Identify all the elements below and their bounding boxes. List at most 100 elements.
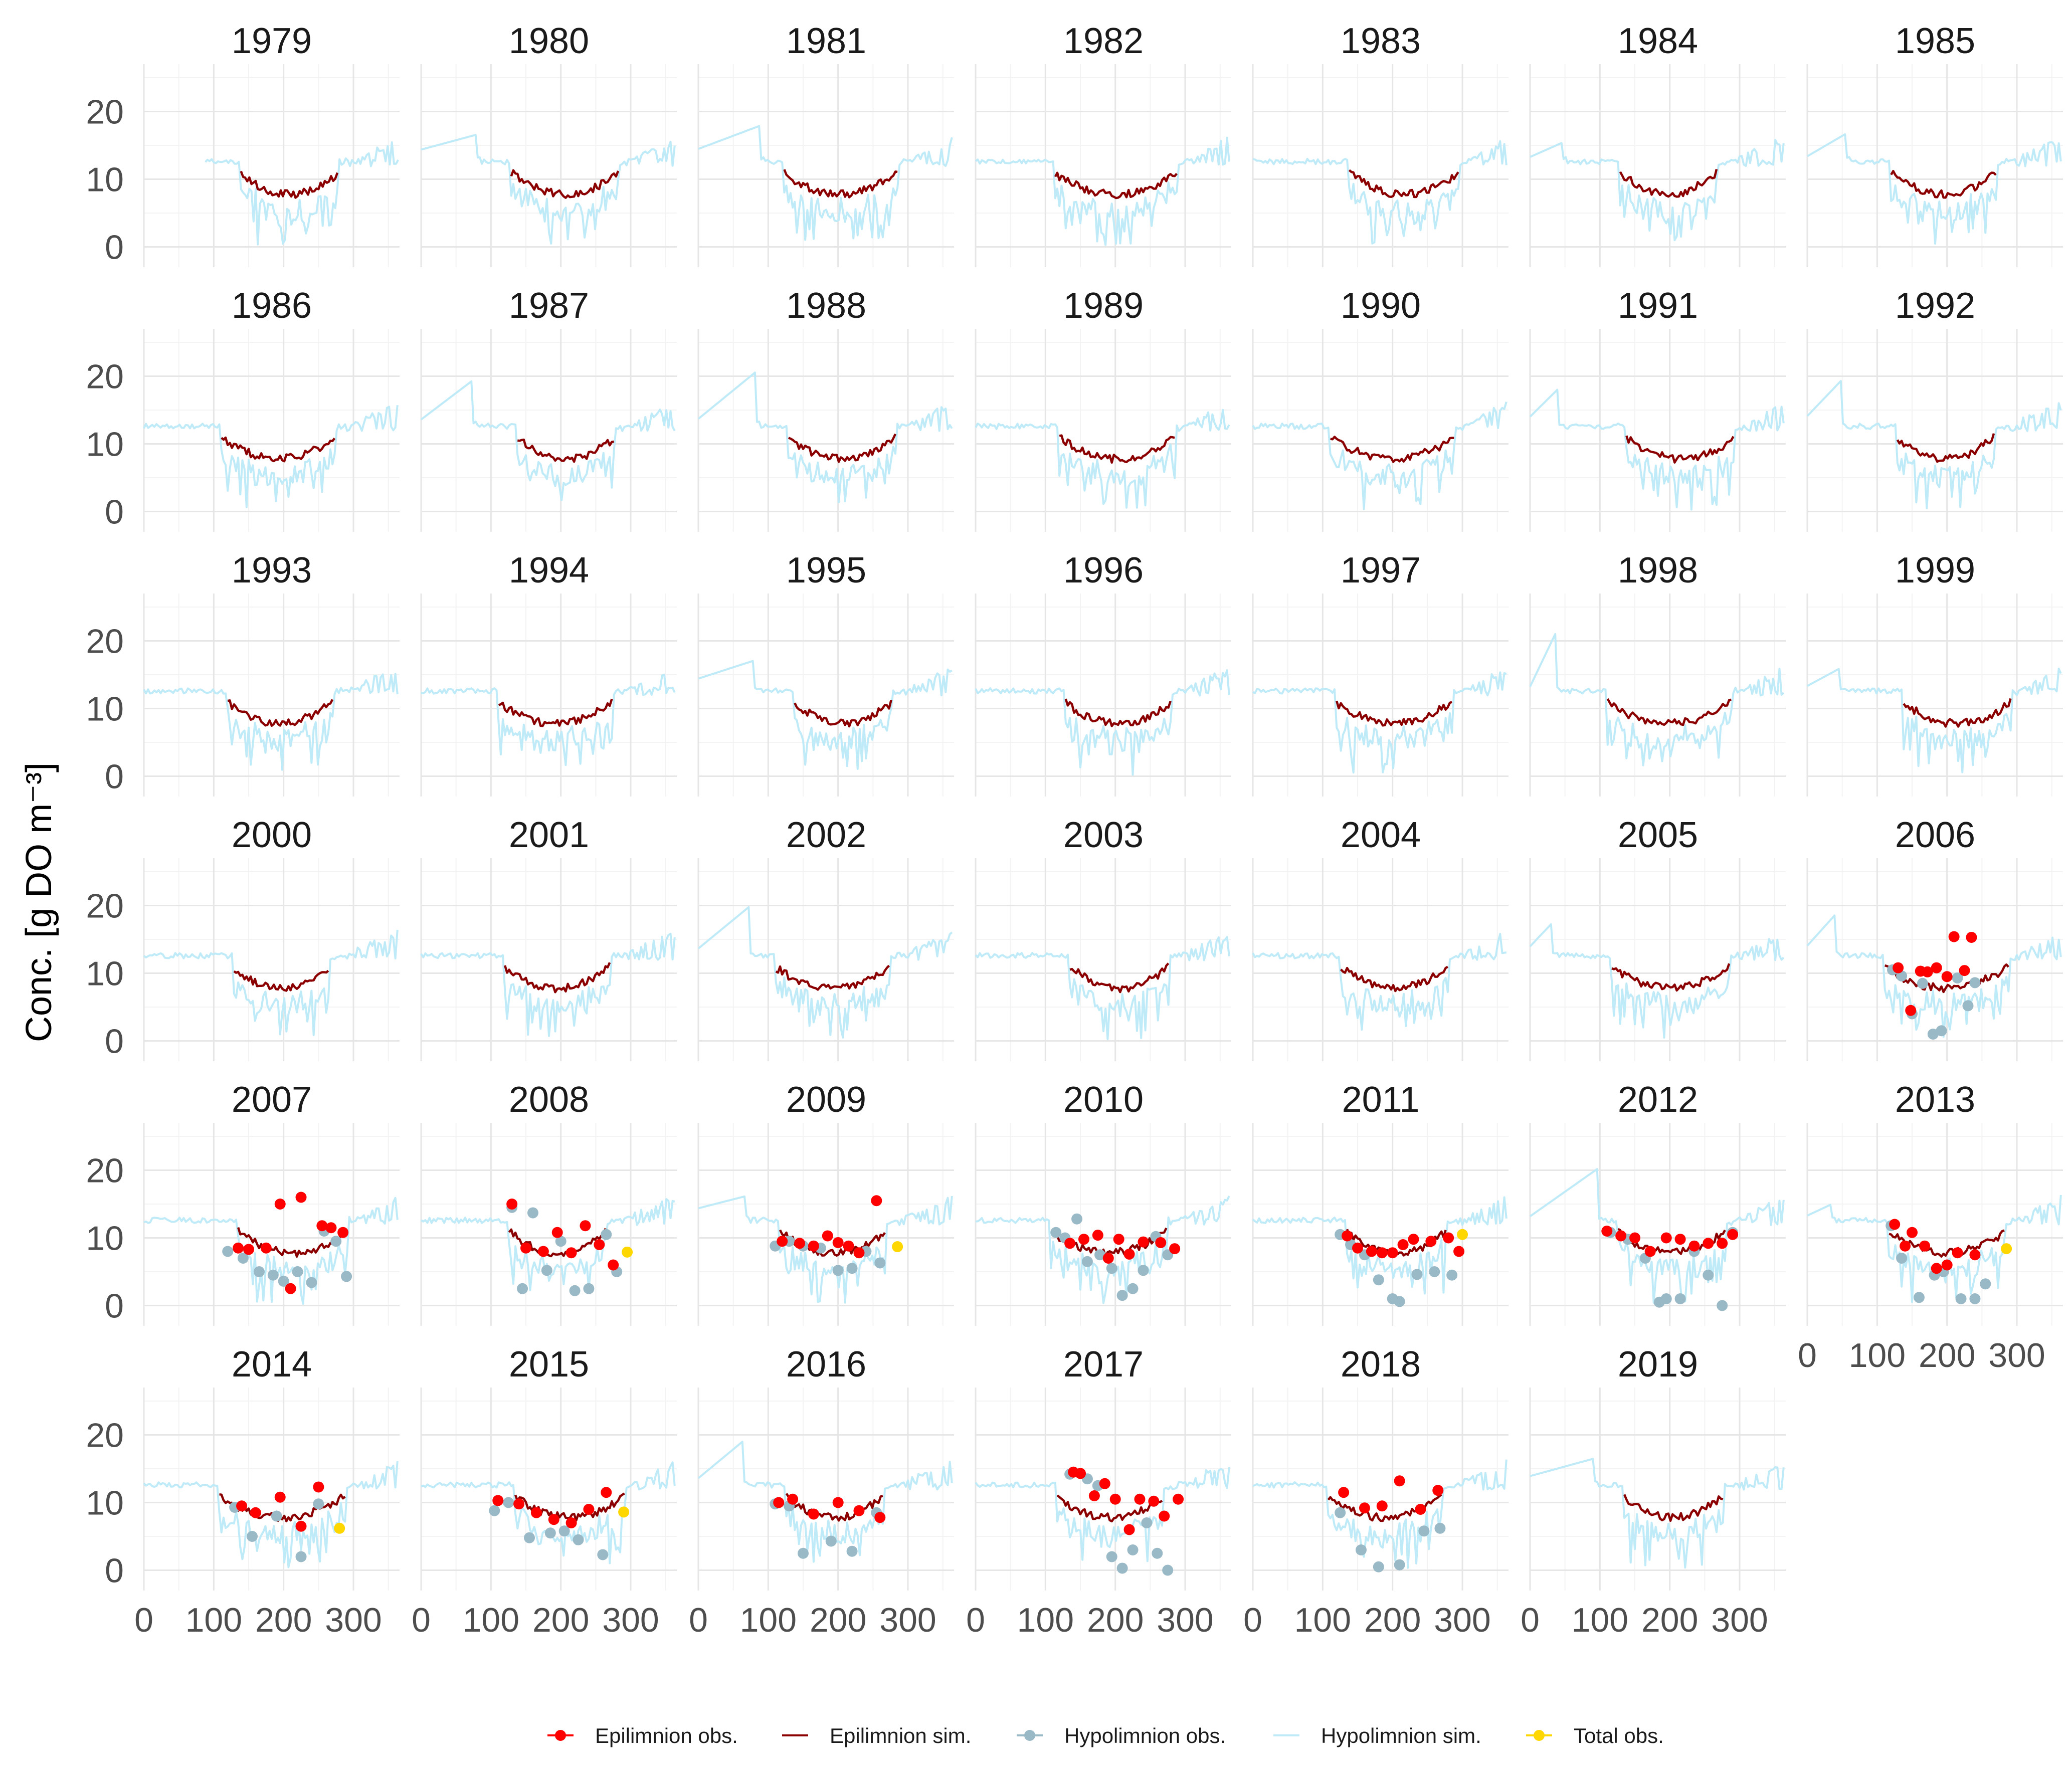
epilimnion-obs-point (1893, 962, 1904, 973)
legend-key-point (555, 1730, 566, 1741)
epilimnion-obs-point (1907, 1227, 1918, 1238)
hypolimnion-obs-point (313, 1498, 324, 1510)
hypolimnion-sim-line (1252, 1459, 1508, 1569)
hypolimnion-obs-point (1373, 1274, 1384, 1286)
epilimnion-sim-line (775, 964, 890, 991)
epilimnion-obs-point (583, 1504, 595, 1515)
epilimnion-obs-point (337, 1227, 349, 1238)
panel-title: 2003 (1063, 815, 1144, 855)
hypolimnion-obs-point (503, 1497, 514, 1508)
x-tick-label: 0 (966, 1601, 985, 1639)
panel-1992: 1992 (1806, 286, 2063, 532)
hypolimnion-sim-line (143, 1197, 399, 1305)
epilimnion-obs-point (566, 1517, 577, 1528)
hypolimnion-obs-point (295, 1551, 307, 1562)
panel-title: 1999 (1895, 550, 1975, 590)
hypolimnion-obs-point (1955, 1293, 1967, 1304)
hypolimnion-obs-point (1050, 1227, 1062, 1238)
panel-title: 2009 (786, 1080, 866, 1120)
epilimnion-obs-point (1966, 931, 1977, 943)
panel-title: 2010 (1063, 1080, 1144, 1120)
hypolimnion-sim-line (421, 134, 676, 245)
hypolimnion-obs-point (1116, 1562, 1128, 1574)
epilimnion-obs-point (1688, 1240, 1700, 1252)
panel-2019: 2019 0 100 200 300 (1521, 1344, 1786, 1639)
epilimnion-obs-point (1601, 1226, 1613, 1237)
hypolimnion-obs-point (1094, 1249, 1106, 1261)
epilimnion-obs-point (1644, 1246, 1656, 1257)
panel-title: 2004 (1341, 815, 1421, 855)
panel-title: 1983 (1341, 21, 1421, 61)
epilimnion-obs-point (1900, 1240, 1911, 1252)
epilimnion-sim-line (1623, 1494, 1724, 1522)
epilimnion-obs-point (1969, 1249, 1981, 1261)
hypolimnion-obs-point (1952, 972, 1963, 983)
epilimnion-sim-line (1340, 965, 1448, 993)
panel-title: 1988 (786, 286, 866, 326)
epilimnion-obs-point (260, 1242, 272, 1254)
epilimnion-obs-point (1941, 1259, 1953, 1271)
epilimnion-sim-line (517, 438, 614, 463)
hypolimnion-obs-point (1927, 1029, 1939, 1040)
epilimnion-obs-point (1338, 1487, 1350, 1498)
panel-2011: 2011 (1252, 1080, 1509, 1326)
panel-title: 2006 (1895, 815, 1975, 855)
hypolimnion-obs-point (341, 1271, 352, 1282)
epilimnion-obs-point (1092, 1230, 1103, 1241)
panel-2006: 2006 (1806, 815, 2063, 1061)
hypolimnion-obs-point (583, 1283, 595, 1294)
hypolimnion-obs-point (1936, 1025, 1947, 1037)
panel-title: 2005 (1618, 815, 1698, 855)
epilimnion-obs-point (608, 1259, 619, 1271)
hypolimnion-sim-line (1252, 1196, 1508, 1295)
panel-2016: 2016 0 100 200 300 (689, 1344, 954, 1639)
panel-title: 2012 (1618, 1080, 1698, 1120)
epilimnion-obs-point (1088, 1490, 1100, 1501)
panel-title: 2002 (786, 815, 866, 855)
hypolimnion-obs-point (1980, 1278, 1991, 1290)
epilimnion-obs-point (1138, 1236, 1149, 1248)
epilimnion-sim-line (498, 698, 613, 727)
panel-title: 1981 (786, 21, 866, 61)
hypolimnion-sim-line (698, 1195, 953, 1304)
epilimnion-obs-point (1931, 1263, 1942, 1274)
epilimnion-obs-point (1075, 1468, 1086, 1479)
hypolimnion-obs-point (825, 1535, 837, 1547)
y-tick-label: 0 (105, 758, 124, 796)
epilimnion-obs-point (777, 1236, 788, 1247)
panel-2015: 2015 0 100 200 300 (412, 1344, 677, 1639)
panel-2010: 2010 (975, 1080, 1231, 1326)
epilimnion-obs-point (832, 1497, 844, 1508)
panel-title: 2017 (1063, 1344, 1144, 1385)
epilimnion-obs-point (843, 1240, 854, 1252)
panel-1985: 1985 (1806, 21, 2063, 267)
epilimnion-obs-point (822, 1230, 833, 1242)
hypolimnion-obs-point (1434, 1522, 1446, 1534)
epilimnion-obs-point (871, 1195, 882, 1207)
epilimnion-obs-point (1727, 1229, 1739, 1240)
epilimnion-obs-point (1134, 1493, 1146, 1505)
hypolimnion-obs-point (1106, 1263, 1117, 1274)
panel-title: 2016 (786, 1344, 866, 1385)
hypolimnion-obs-point (330, 1236, 342, 1247)
panel-2004: 2004 (1252, 815, 1509, 1061)
panel-2018: 2018 0 100 200 300 (1243, 1344, 1509, 1639)
legend-label: Total obs. (1574, 1724, 1664, 1747)
panel-1989: 1989 (975, 286, 1231, 532)
hypolimnion-obs-point (1355, 1544, 1367, 1555)
hypolimnion-obs-point (1106, 1551, 1117, 1562)
epilimnion-obs-point (1352, 1242, 1364, 1254)
hypolimnion-obs-point (1913, 1292, 1925, 1303)
epilimnion-obs-point (1366, 1246, 1377, 1257)
epilimnion-obs-point (832, 1237, 844, 1248)
epilimnion-obs-point (236, 1500, 248, 1512)
legend-label: Epilimnion obs. (595, 1724, 738, 1747)
panel-title: 1997 (1341, 550, 1421, 590)
epilimnion-sim-line (1885, 963, 2009, 994)
hypolimnion-sim-line (1252, 933, 1506, 1031)
epilimnion-sim-line (1056, 1494, 1163, 1523)
epilimnion-obs-point (233, 1242, 244, 1254)
epilimnion-sim-line (794, 699, 892, 728)
